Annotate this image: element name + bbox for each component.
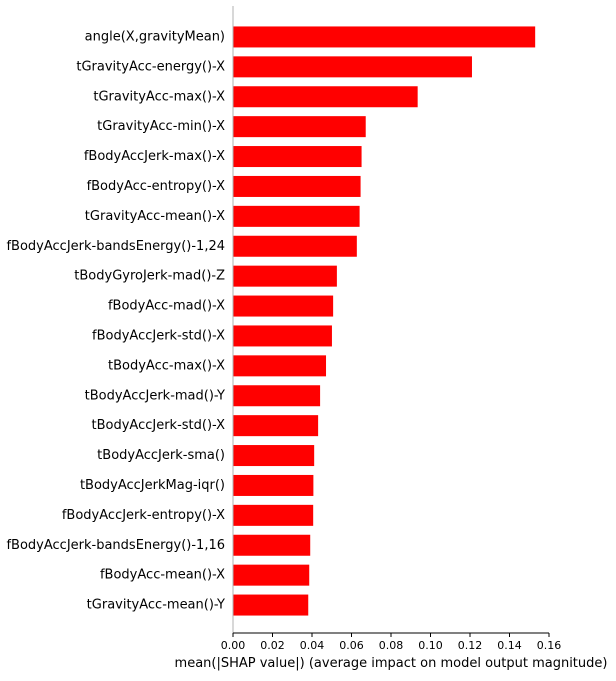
bar bbox=[233, 175, 361, 197]
x-tick-label: 0.06 bbox=[339, 639, 364, 652]
x-tick-label: 0.02 bbox=[260, 639, 285, 652]
category-label: tBodyAccJerk-mad()-Y bbox=[85, 388, 225, 403]
bar bbox=[233, 504, 314, 526]
bar bbox=[233, 415, 319, 437]
category-label: tBodyGyroJerk-mad()-Z bbox=[74, 269, 225, 284]
category-label: fBodyAccJerk-entropy()-X bbox=[62, 508, 225, 523]
category-label: tGravityAcc-max()-X bbox=[93, 89, 225, 104]
x-tick-label: 0.10 bbox=[418, 639, 443, 652]
category-label: tGravityAcc-energy()-X bbox=[76, 59, 225, 74]
x-axis-title: mean(|SHAP value|) (average impact on mo… bbox=[175, 656, 608, 671]
bar bbox=[233, 146, 362, 168]
category-label: fBodyAccJerk-std()-X bbox=[92, 328, 225, 343]
bar bbox=[233, 265, 337, 287]
category-label: fBodyAcc-mad()-X bbox=[108, 299, 225, 314]
category-label: angle(X,gravityMean) bbox=[85, 29, 225, 44]
category-label: fBodyAccJerk-max()-X bbox=[84, 149, 225, 164]
bar bbox=[233, 355, 327, 377]
category-label: tGravityAcc-mean()-X bbox=[85, 209, 225, 224]
category-label: tGravityAcc-mean()-Y bbox=[87, 598, 225, 613]
bars-group bbox=[233, 26, 536, 616]
bar bbox=[233, 564, 310, 586]
bar bbox=[233, 205, 360, 227]
x-tick-label: 0.16 bbox=[537, 639, 562, 652]
bar bbox=[233, 445, 315, 467]
x-tick-label: 0.08 bbox=[379, 639, 404, 652]
bar bbox=[233, 385, 321, 407]
x-tick-label: 0.04 bbox=[300, 639, 325, 652]
bar bbox=[233, 474, 314, 496]
bar bbox=[233, 235, 357, 257]
bar bbox=[233, 56, 472, 78]
category-label: fBodyAccJerk-bandsEnergy()-1,24 bbox=[6, 239, 225, 254]
category-labels-group: angle(X,gravityMean) tGravityAcc-energy()… bbox=[6, 29, 225, 612]
bar bbox=[233, 295, 334, 317]
category-label: tBodyAccJerkMag-iqr() bbox=[80, 478, 225, 493]
category-label: tBodyAccJerk-sma() bbox=[97, 448, 225, 463]
x-tick-label: 0.00 bbox=[221, 639, 246, 652]
category-label: fBodyAcc-entropy()-X bbox=[87, 179, 226, 194]
bar bbox=[233, 116, 366, 138]
bar bbox=[233, 594, 309, 616]
bar bbox=[233, 534, 311, 556]
x-tick-label: 0.12 bbox=[458, 639, 483, 652]
category-label: fBodyAccJerk-bandsEnergy()-1,16 bbox=[6, 538, 225, 553]
category-label: fBodyAcc-mean()-X bbox=[100, 568, 225, 583]
category-label: tBodyAcc-max()-X bbox=[108, 358, 225, 373]
x-tick-label: 0.14 bbox=[497, 639, 522, 652]
bar bbox=[233, 86, 418, 108]
bar bbox=[233, 325, 332, 347]
x-axis-group: 0.00 0.02 0.04 0.06 0.08 0.10 0.12 0.14 0.16 bbox=[221, 632, 562, 652]
bar bbox=[233, 26, 536, 48]
category-label: tGravityAcc-min()-X bbox=[97, 119, 225, 134]
category-label: tBodyAccJerk-std()-X bbox=[92, 418, 226, 433]
